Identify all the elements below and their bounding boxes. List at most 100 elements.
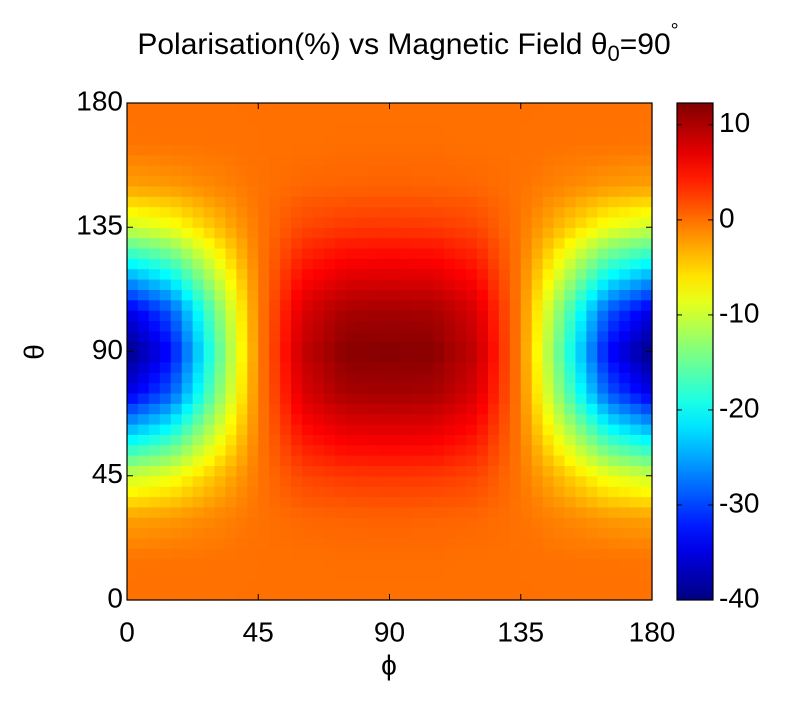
heat-cell [608,392,620,404]
heat-cell [586,548,598,560]
heat-cell [356,279,369,290]
heat-cell [466,361,478,373]
heat-cell [148,475,161,487]
heat-cell [455,227,467,239]
heat-cell [487,247,500,259]
heat-cell [181,455,194,466]
heat-cell [247,175,259,187]
heat-cell [291,165,303,177]
heat-cell [553,144,566,156]
heat-cell [312,444,325,456]
heat-cell [247,361,259,373]
heat-cell [280,341,292,353]
heat-cell [433,558,445,570]
heat-cell [247,185,259,197]
heat-cell [422,268,434,280]
heat-cell [553,185,566,197]
heat-cell [345,103,358,114]
heat-cell [641,154,653,166]
heat-cell [608,299,620,311]
heat-cell [269,496,281,508]
heat-cell [269,247,281,259]
heat-cell [137,517,150,529]
heat-cell [477,103,489,114]
heat-cell [236,568,248,580]
heat-cell [455,517,467,529]
heat-cell [422,434,434,446]
heat-cell [630,413,642,425]
heat-cell [302,154,314,166]
title-subscript: 0 [608,41,620,66]
heat-cell [247,455,259,466]
heat-cell [433,506,445,518]
heat-cell [433,548,445,560]
heat-cell [586,268,598,280]
heat-cell [203,237,216,249]
heat-cell [487,455,500,466]
heat-cell [334,403,347,415]
heat-cell [356,175,369,187]
heat-cell [192,227,205,239]
heat-cell [444,144,456,156]
heat-cell [334,206,347,218]
heat-cell [203,589,216,601]
heat-cell [520,206,533,218]
heat-cell [302,320,314,332]
heat-cell [433,527,445,539]
heat-cell [586,310,598,322]
heat-cell [356,486,369,498]
heat-cell [433,496,445,508]
heat-cell [291,537,303,549]
heat-cell [203,310,216,322]
heat-cell [641,558,653,570]
heat-cell [148,268,161,280]
heat-cell [433,589,445,601]
heat-cell [356,103,369,114]
heat-cell [148,206,161,218]
heat-cell [444,372,456,384]
heat-cell [181,361,194,373]
heat-cell [487,589,500,601]
heat-cell [531,113,544,125]
heat-cell [291,568,303,580]
heat-cell [280,227,292,239]
heat-cell [137,506,150,518]
heat-cell [575,434,587,446]
heat-cell [225,558,237,570]
heat-cell [531,444,544,456]
heat-cell [389,537,402,549]
heat-cell [400,341,412,353]
heat-cell [214,175,227,187]
heat-cell [422,216,434,228]
heat-cell [564,227,577,239]
heat-cell [225,486,237,498]
heat-cell [630,175,642,187]
heat-cell [258,258,270,270]
heat-cell [334,113,347,125]
heat-cell [345,216,358,228]
heat-cell [356,423,369,435]
heat-cell [159,496,172,508]
heat-cell [137,123,150,135]
heat-cell [575,413,587,425]
heat-cell [181,444,194,456]
heat-cell [323,403,336,415]
heat-cell [258,216,270,228]
heat-cell [170,475,183,487]
heat-cell [236,258,248,270]
heat-cell [236,361,248,373]
heat-cell [487,165,500,177]
heat-cell [564,165,577,177]
heat-cell [444,289,456,301]
heat-cell [247,434,259,446]
heat-cell [203,165,216,177]
heat-cell [302,216,314,228]
heat-cell [312,589,325,601]
heat-cell [170,444,183,456]
heat-cell [302,579,314,591]
heat-cell [619,113,631,125]
heat-cell [269,175,281,187]
heat-cell [127,475,139,487]
heat-cell [203,247,216,259]
heat-cell [455,113,467,125]
